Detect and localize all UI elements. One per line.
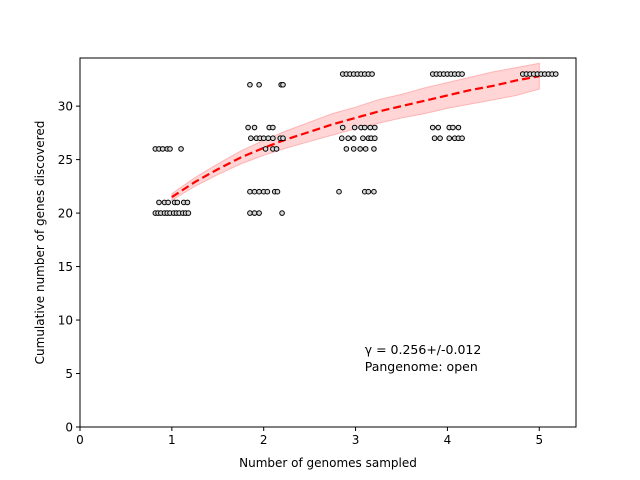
data-point-91 (459, 135, 465, 142)
data-point-42 (260, 135, 267, 142)
data-point-36 (262, 146, 269, 152)
data-point-72 (351, 124, 358, 131)
data-point-63 (371, 146, 377, 152)
data-point-55 (336, 188, 342, 195)
data-point-60 (350, 146, 357, 152)
data-point-71 (339, 124, 346, 131)
y-tick-label-20: 20 (58, 207, 73, 221)
data-point-87 (437, 135, 443, 142)
data-point-85 (369, 71, 375, 77)
x-tick-label-2: 2 (260, 433, 268, 447)
data-point-12 (156, 199, 162, 206)
data-point-115 (552, 71, 559, 77)
x-axis-label: Number of genomes sampled (239, 456, 417, 470)
fit-confidence-band-layer (171, 62, 540, 202)
y-axis-ticks: 0 5 10 15 20 25 30 (58, 100, 80, 435)
data-point-29 (247, 188, 253, 195)
x-tick-label-3: 3 (352, 433, 360, 447)
pangenome-annotation: Pangenome: open (365, 359, 478, 374)
data-point-95 (450, 124, 456, 131)
plot-frame (79, 57, 577, 428)
data-point-65 (345, 135, 352, 142)
data-point-14 (165, 199, 171, 206)
data-point-30 (251, 188, 258, 195)
data-point-39 (248, 135, 254, 142)
data-point-52 (256, 81, 262, 88)
data-point-64 (338, 135, 345, 142)
data-point-66 (350, 135, 357, 142)
y-tick-label-10: 10 (58, 314, 73, 328)
data-point-24 (178, 146, 184, 152)
data-point-67 (360, 135, 366, 142)
data-point-96 (455, 124, 462, 131)
x-tick-label-4: 4 (444, 433, 452, 447)
data-point-28 (279, 210, 285, 216)
data-point-27 (256, 210, 262, 216)
data-point-57 (365, 188, 372, 195)
y-tick-label-15: 15 (58, 260, 73, 274)
data-point-51 (247, 81, 253, 88)
data-point-86 (431, 135, 438, 142)
gamma-annotation: γ = 0.256+/-0.012 (365, 342, 482, 357)
data-point-43 (265, 135, 272, 142)
data-point-44 (270, 135, 276, 142)
data-point-21 (159, 146, 166, 152)
data-point-54 (280, 81, 286, 88)
y-tick-label-0: 0 (65, 421, 73, 435)
data-point-58 (371, 188, 377, 195)
data-point-59 (343, 146, 350, 152)
data-point-70 (372, 135, 378, 142)
data-point-38 (273, 146, 280, 152)
data-point-75 (367, 124, 374, 131)
x-tick-label-0: 0 (76, 433, 84, 447)
data-point-76 (372, 124, 378, 131)
data-point-74 (361, 124, 368, 131)
fit-line (171, 75, 540, 198)
data-point-61 (357, 146, 363, 152)
data-point-26 (251, 210, 258, 216)
data-point-46 (280, 135, 286, 142)
y-tick-label-5: 5 (65, 367, 73, 381)
data-point-16 (174, 199, 181, 206)
data-point-23 (167, 146, 173, 152)
data-point-105 (459, 71, 465, 77)
scatter-points-layer (152, 71, 559, 216)
fit-confidence-band (171, 62, 540, 202)
x-axis-ticks: 0 1 2 3 4 5 (76, 427, 543, 447)
data-point-93 (435, 124, 442, 131)
y-tick-label-30: 30 (58, 100, 73, 114)
y-tick-label-25: 25 (58, 153, 73, 167)
y-axis-label: Cumulative number of genes discovered (33, 121, 47, 365)
data-point-47 (245, 124, 251, 131)
data-point-25 (247, 210, 253, 216)
fit-line-layer (171, 75, 540, 198)
data-point-31 (256, 188, 262, 195)
data-point-48 (251, 124, 258, 131)
x-tick-label-1: 1 (168, 433, 176, 447)
data-point-62 (362, 146, 369, 152)
data-point-11 (185, 210, 192, 216)
data-point-50 (270, 124, 276, 131)
data-point-88 (446, 135, 453, 142)
data-point-33 (264, 188, 271, 195)
data-point-92 (429, 124, 436, 131)
data-point-18 (184, 199, 191, 206)
data-point-35 (274, 188, 281, 195)
x-tick-label-5: 5 (535, 433, 543, 447)
